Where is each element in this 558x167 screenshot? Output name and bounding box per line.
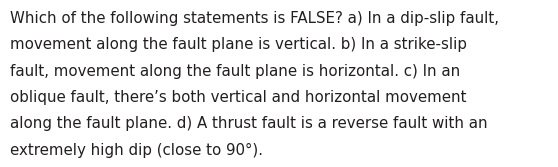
Text: oblique fault, there’s both vertical and horizontal movement: oblique fault, there’s both vertical and… (10, 90, 466, 105)
Text: Which of the following statements is FALSE? a) In a dip-slip fault,: Which of the following statements is FAL… (10, 11, 499, 26)
Text: along the fault plane. d) A thrust fault is a reverse fault with an: along the fault plane. d) A thrust fault… (10, 116, 488, 131)
Text: movement along the fault plane is vertical. b) In a strike-slip: movement along the fault plane is vertic… (10, 37, 467, 52)
Text: fault, movement along the fault plane is horizontal. c) In an: fault, movement along the fault plane is… (10, 64, 460, 79)
Text: extremely high dip (close to 90°).: extremely high dip (close to 90°). (10, 143, 263, 158)
